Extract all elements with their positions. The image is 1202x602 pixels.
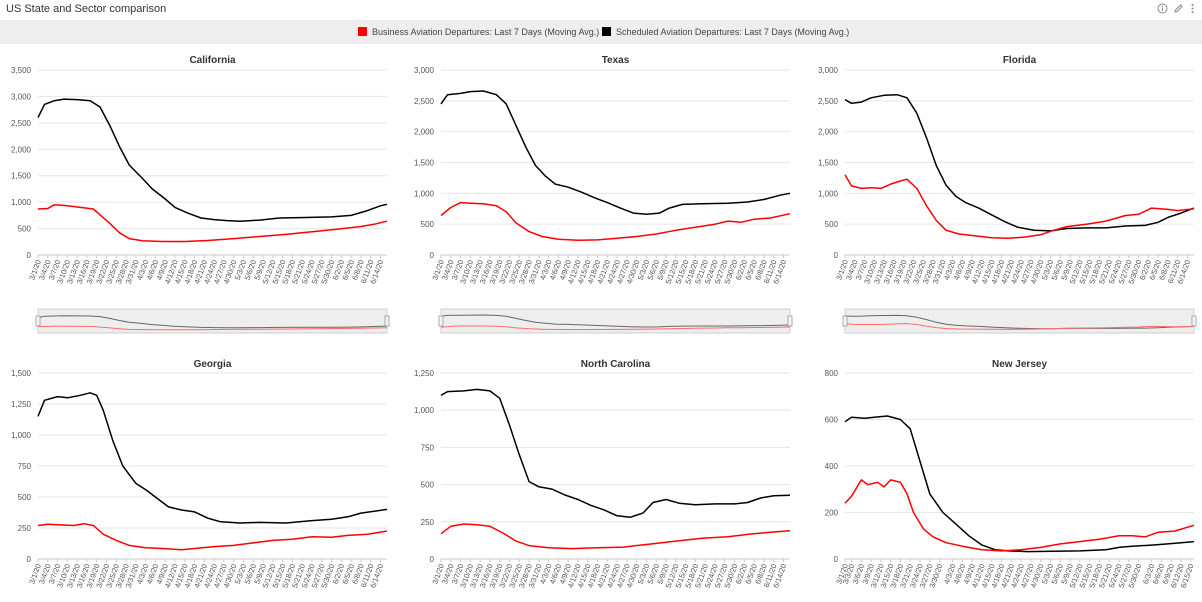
navigator-line-scheduled bbox=[440, 314, 791, 328]
chart-title: Georgia bbox=[194, 359, 232, 370]
y-tick-label: 2,500 bbox=[818, 97, 839, 106]
y-tick-label: 600 bbox=[825, 416, 839, 425]
y-tick-label: 1,500 bbox=[818, 159, 839, 168]
navigator-line-business bbox=[440, 325, 791, 331]
legend-item-business[interactable]: Business Aviation Departures: Last 7 Day… bbox=[358, 26, 599, 38]
chart-georgia: Georgia02505007501,0001,2501,5003/1/203/… bbox=[11, 359, 388, 589]
y-tick-label: 250 bbox=[421, 518, 435, 527]
y-tick-label: 0 bbox=[430, 251, 435, 260]
y-tick-label: 1,250 bbox=[11, 400, 32, 409]
series-line-scheduled bbox=[440, 388, 791, 519]
y-tick-label: 500 bbox=[825, 220, 839, 229]
series-line-business bbox=[37, 204, 388, 243]
chart-florida: Florida05001,0001,5002,0002,5003,0003/1/… bbox=[818, 55, 1197, 334]
chart-texas: Texas05001,0001,5002,0002,5003,0003/1/20… bbox=[414, 55, 793, 334]
range-navigator[interactable] bbox=[842, 308, 1197, 334]
chart-legend: Business Aviation Departures: Last 7 Day… bbox=[0, 20, 1202, 44]
series-line-business bbox=[37, 522, 388, 551]
navigator-handle-left[interactable] bbox=[842, 315, 848, 327]
app-title: US State and Sector comparison bbox=[6, 3, 167, 15]
series-line-scheduled bbox=[37, 98, 388, 222]
edit-icon[interactable] bbox=[1172, 3, 1184, 15]
legend-swatch-scheduled bbox=[602, 27, 611, 36]
navigator-handle-right[interactable] bbox=[787, 315, 793, 327]
y-tick-label: 3,000 bbox=[414, 66, 435, 75]
y-tick-label: 500 bbox=[18, 225, 32, 234]
y-tick-label: 1,500 bbox=[414, 159, 435, 168]
navigator-line-scheduled bbox=[37, 315, 388, 329]
range-navigator[interactable] bbox=[438, 308, 793, 334]
y-tick-label: 3,000 bbox=[818, 66, 839, 75]
series-line-scheduled bbox=[844, 93, 1195, 232]
y-tick-label: 1,000 bbox=[414, 406, 435, 415]
y-tick-label: 400 bbox=[825, 462, 839, 471]
chart-title: North Carolina bbox=[581, 359, 651, 370]
y-tick-label: 250 bbox=[18, 524, 32, 533]
y-tick-label: 750 bbox=[18, 462, 32, 471]
y-tick-label: 1,000 bbox=[414, 189, 435, 198]
y-tick-label: 1,000 bbox=[11, 431, 32, 440]
y-tick-label: 1,500 bbox=[11, 172, 32, 181]
chart-title: California bbox=[189, 55, 236, 66]
legend-item-scheduled[interactable]: Scheduled Aviation Departures: Last 7 Da… bbox=[602, 26, 849, 38]
chart-title: New Jersey bbox=[992, 359, 1047, 370]
series-line-scheduled bbox=[440, 90, 791, 216]
navigator-line-business bbox=[38, 325, 388, 331]
legend-swatch-business bbox=[358, 27, 367, 36]
y-tick-label: 2,000 bbox=[11, 145, 32, 154]
navigator-handle-left[interactable] bbox=[35, 315, 41, 327]
y-tick-label: 500 bbox=[421, 220, 435, 229]
y-tick-label: 3,500 bbox=[11, 66, 32, 75]
series-line-business bbox=[440, 201, 791, 241]
y-tick-label: 2,000 bbox=[414, 128, 435, 137]
charts-grid: California 0 500 1,000 1,500 2,000 2,500 3,000 3… bbox=[11, 55, 1197, 589]
y-tick-label: 1,000 bbox=[11, 198, 32, 207]
series-line-business bbox=[844, 174, 1195, 240]
y-tick-label: 2,500 bbox=[414, 97, 435, 106]
y-tick-label: 0 bbox=[834, 251, 839, 260]
chart-north-carolina: North Carolina02505007501,0001,2503/1/20… bbox=[414, 359, 791, 589]
series-line-scheduled bbox=[37, 392, 388, 524]
y-tick-label: 800 bbox=[825, 369, 839, 378]
chart-new-jersey: New Jersey02004006008003/1/203/3/203/6/2… bbox=[825, 359, 1196, 589]
y-tick-label: 2,500 bbox=[11, 119, 32, 128]
y-tick-label: 1,500 bbox=[11, 369, 32, 378]
chart-california: California 0 500 1,000 1,500 2,000 2,500 3,000 3… bbox=[11, 55, 390, 334]
navigator-handle-right[interactable] bbox=[384, 315, 390, 327]
legend-label-scheduled: Scheduled Aviation Departures: Last 7 Da… bbox=[616, 27, 850, 37]
y-tick-label: 500 bbox=[421, 481, 435, 490]
more-vertical-icon[interactable] bbox=[1186, 3, 1198, 15]
chart-title: Texas bbox=[602, 55, 630, 66]
y-tick-label: 0 bbox=[430, 555, 435, 564]
series-line-business bbox=[844, 479, 1195, 552]
y-tick-label: 3,000 bbox=[11, 92, 32, 101]
dashboard-header: US State and Sector comparison bbox=[0, 0, 1202, 20]
y-tick-label: 2,000 bbox=[818, 128, 839, 137]
y-tick-label: 0 bbox=[27, 251, 32, 260]
navigator-handle-right[interactable] bbox=[1191, 315, 1197, 327]
chart-title: Florida bbox=[1003, 55, 1037, 66]
y-tick-label: 500 bbox=[18, 493, 32, 502]
y-tick-label: 0 bbox=[27, 555, 32, 564]
y-tick-label: 1,000 bbox=[818, 189, 839, 198]
y-tick-label: 200 bbox=[825, 509, 839, 518]
navigator-line-scheduled bbox=[844, 314, 1195, 330]
y-tick-label: 750 bbox=[421, 443, 435, 452]
info-icon[interactable] bbox=[1156, 3, 1168, 15]
series-line-business bbox=[440, 523, 791, 550]
legend-label-business: Business Aviation Departures: Last 7 Day… bbox=[372, 27, 600, 37]
y-tick-label: 0 bbox=[834, 555, 839, 564]
y-tick-label: 1,250 bbox=[414, 369, 435, 378]
navigator-handle-left[interactable] bbox=[438, 315, 444, 327]
range-navigator[interactable] bbox=[35, 308, 390, 334]
navigator-line-business bbox=[844, 322, 1195, 330]
series-line-scheduled bbox=[844, 415, 1195, 553]
